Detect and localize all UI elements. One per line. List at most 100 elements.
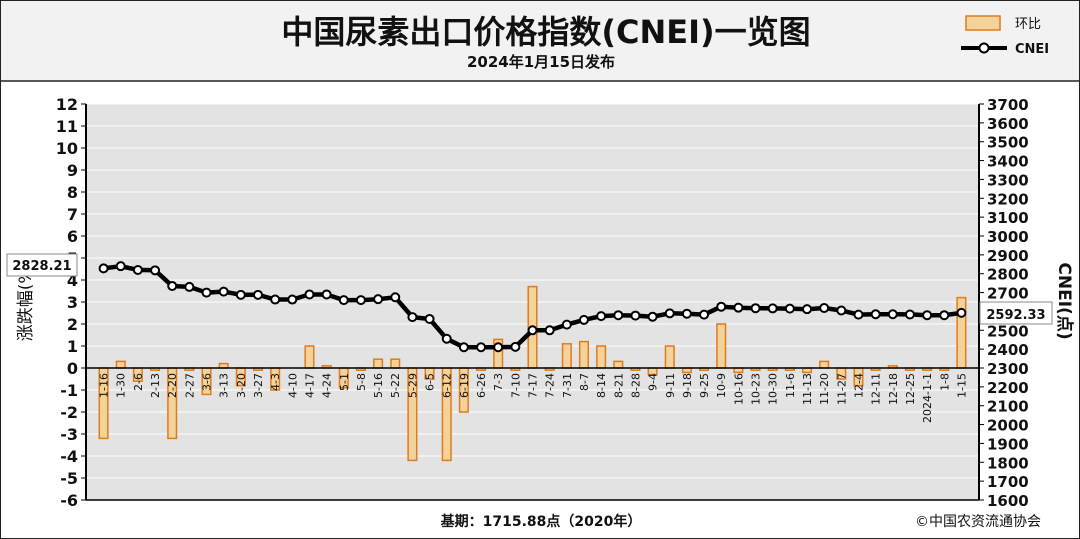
x-tick-label: 12-25: [904, 373, 917, 405]
cnei-point: [150, 265, 161, 276]
left-tick-label: 9: [67, 161, 78, 180]
x-tick-label: 5-29: [406, 373, 419, 398]
left-tick-label: 7: [67, 205, 78, 224]
right-tick-label: 3300: [987, 171, 1029, 189]
right-tick-label: 3200: [987, 190, 1029, 208]
bar: [819, 360, 830, 369]
x-tick-label: 10-30: [767, 373, 780, 405]
x-tick-label: 2-27: [183, 373, 196, 398]
left-tick-label: -3: [60, 425, 78, 444]
right-tick-label: 2900: [987, 247, 1029, 265]
right-tick-label: 2100: [987, 398, 1029, 416]
legend-bar-swatch: [965, 15, 1001, 31]
cnei-point: [252, 289, 263, 300]
x-tick-label: 7-24: [544, 373, 557, 398]
cnei-point: [544, 325, 555, 336]
x-tick-label: 7-10: [509, 373, 522, 398]
cnei-point: [904, 309, 915, 320]
right-tick-label: 3700: [987, 96, 1029, 114]
x-tick-label: 7-31: [561, 373, 574, 398]
cnei-line-series: [98, 261, 967, 353]
x-tick-label: 10-23: [750, 373, 763, 405]
x-tick-label: 6-12: [441, 373, 454, 398]
x-tick-label: 4-10: [286, 373, 299, 398]
x-tick-label: 11-13: [801, 373, 814, 405]
bar: [596, 345, 607, 369]
x-tick-label: 1-16: [98, 373, 111, 398]
first-value-label: 2828.21: [12, 259, 71, 274]
cnei-point: [132, 264, 143, 275]
x-tick-label: 9-18: [681, 373, 694, 398]
x-tick-label: 1-8: [938, 373, 951, 391]
x-tick-label: 1-15: [955, 373, 968, 398]
x-tick-label: 8-28: [629, 373, 642, 398]
cnei-point: [235, 289, 246, 300]
cnei-point: [304, 289, 315, 300]
x-tick-label: 5-16: [372, 373, 385, 398]
cnei-point: [476, 342, 487, 353]
last-value-box: [979, 301, 1053, 325]
right-tick-label: 2500: [987, 322, 1029, 340]
cnei-point: [167, 280, 178, 291]
x-tick-label: 10-16: [732, 373, 745, 405]
x-tick-label: 1-30: [115, 373, 128, 398]
cnei-point: [767, 303, 778, 314]
left-axis-title: 涨跌幅(%): [16, 261, 36, 341]
cnei-point: [819, 303, 830, 314]
cnei-point: [184, 281, 195, 292]
x-tick-label: 3-27: [252, 373, 265, 398]
cnei-point: [664, 308, 675, 319]
bar: [390, 358, 401, 369]
x-tick-label: 2-20: [166, 373, 179, 398]
cnei-point: [561, 319, 572, 330]
cnei-point: [613, 310, 624, 321]
right-tick-label: 2800: [987, 266, 1029, 284]
cnei-point: [887, 309, 898, 320]
cnei-point: [939, 310, 950, 321]
x-tick-label: 3-20: [235, 373, 248, 398]
cnei-point: [716, 301, 727, 312]
x-tick-label: 7-3: [492, 373, 505, 391]
cnei-point: [578, 314, 589, 325]
x-tick-label: 8-21: [612, 373, 625, 398]
first-value-box: [6, 253, 78, 277]
right-tick-label: 1800: [987, 454, 1029, 472]
x-tick-label: 8-7: [578, 373, 591, 391]
left-tick-label: -2: [60, 403, 78, 422]
base-period-note: 基期：1715.88点（2020年）: [441, 513, 642, 530]
cnei-point: [681, 308, 692, 319]
left-axis-ticks: 1211109876543210-1-2-3-4-5-6: [56, 95, 86, 510]
bars-series: [98, 285, 967, 462]
x-tick-label: 6-5: [424, 373, 437, 391]
right-tick-label: 3400: [987, 153, 1029, 171]
x-tick-label: 11-27: [835, 373, 848, 405]
left-tick-label: 10: [56, 139, 78, 158]
legend-bar-label: 环比: [1015, 17, 1041, 32]
cnei-point: [218, 286, 229, 297]
left-tick-label: 2: [67, 315, 78, 334]
cnei-point: [596, 311, 607, 322]
x-tick-label: 4-3: [269, 373, 282, 391]
header-band: [1, 1, 1079, 81]
bar: [373, 358, 384, 369]
left-tick-label: -4: [60, 447, 78, 466]
left-tick-label: -1: [60, 381, 78, 400]
cnei-point: [836, 305, 847, 316]
cnei-point: [853, 309, 864, 320]
left-tick-label: 12: [56, 95, 78, 114]
left-tick-label: 4: [67, 271, 78, 290]
x-axis-labels: 1-16 1-30 2-6 2-13 2-20 2-27 3-6 3-13 3-20 3-27 4-…: [98, 373, 969, 423]
cnei-point: [407, 312, 418, 323]
cnei-point: [458, 342, 469, 353]
left-tick-label: -6: [60, 491, 78, 510]
legend-line-marker: [978, 42, 990, 54]
cnei-point: [630, 310, 641, 321]
cnei-point: [338, 295, 349, 306]
cnei-point: [355, 295, 366, 306]
cnei-point: [98, 263, 109, 274]
chart-subtitle: 2024年1月15日发布: [467, 53, 615, 71]
x-tick-label: 2024-1-1: [921, 373, 934, 423]
x-tick-label: 4-24: [321, 373, 334, 398]
